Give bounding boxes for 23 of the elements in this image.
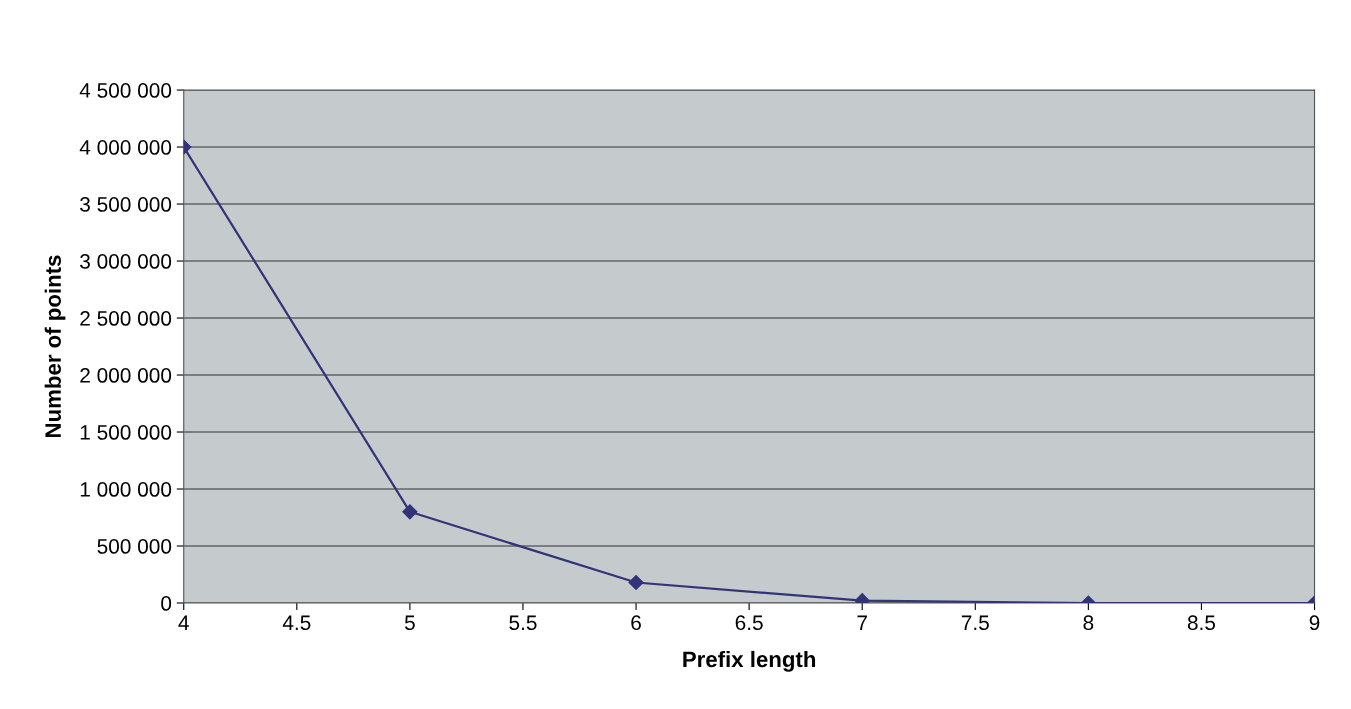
x-tick-label: 4: [178, 615, 189, 630]
y-axis-title: Number of points: [44, 255, 66, 437]
y-tick-label: 1 000 000: [80, 482, 172, 497]
y-tick-label: 4 000 000: [79, 140, 172, 155]
y-tick-label: 1 500 000: [80, 425, 172, 440]
y-tick-label: 2 500 000: [80, 311, 172, 326]
x-tick-label: 9: [1309, 615, 1320, 631]
x-tick-label: 6: [631, 615, 641, 631]
x-tick-label: 4.5: [282, 615, 311, 631]
y-tick-label: 3 500 000: [80, 197, 172, 212]
x-tick-label: 7: [857, 615, 867, 630]
y-tick-label: 500 000: [97, 539, 172, 554]
x-tick-label: 7.5: [961, 615, 989, 631]
x-axis-title: Prefix length: [683, 650, 816, 672]
y-tick-label: 4 500 000: [79, 83, 172, 98]
y-tick-label: 3 000 000: [80, 254, 172, 269]
y-tick-label: 0: [161, 596, 172, 611]
x-tick-label: 5: [404, 615, 415, 631]
x-tick-label: 8.5: [1187, 615, 1216, 631]
y-tick-label: 2 000 000: [80, 368, 172, 383]
x-tick-label: 6.5: [735, 615, 763, 631]
x-tick-label: 5.5: [509, 615, 537, 631]
x-tick-label: 8: [1083, 615, 1094, 631]
